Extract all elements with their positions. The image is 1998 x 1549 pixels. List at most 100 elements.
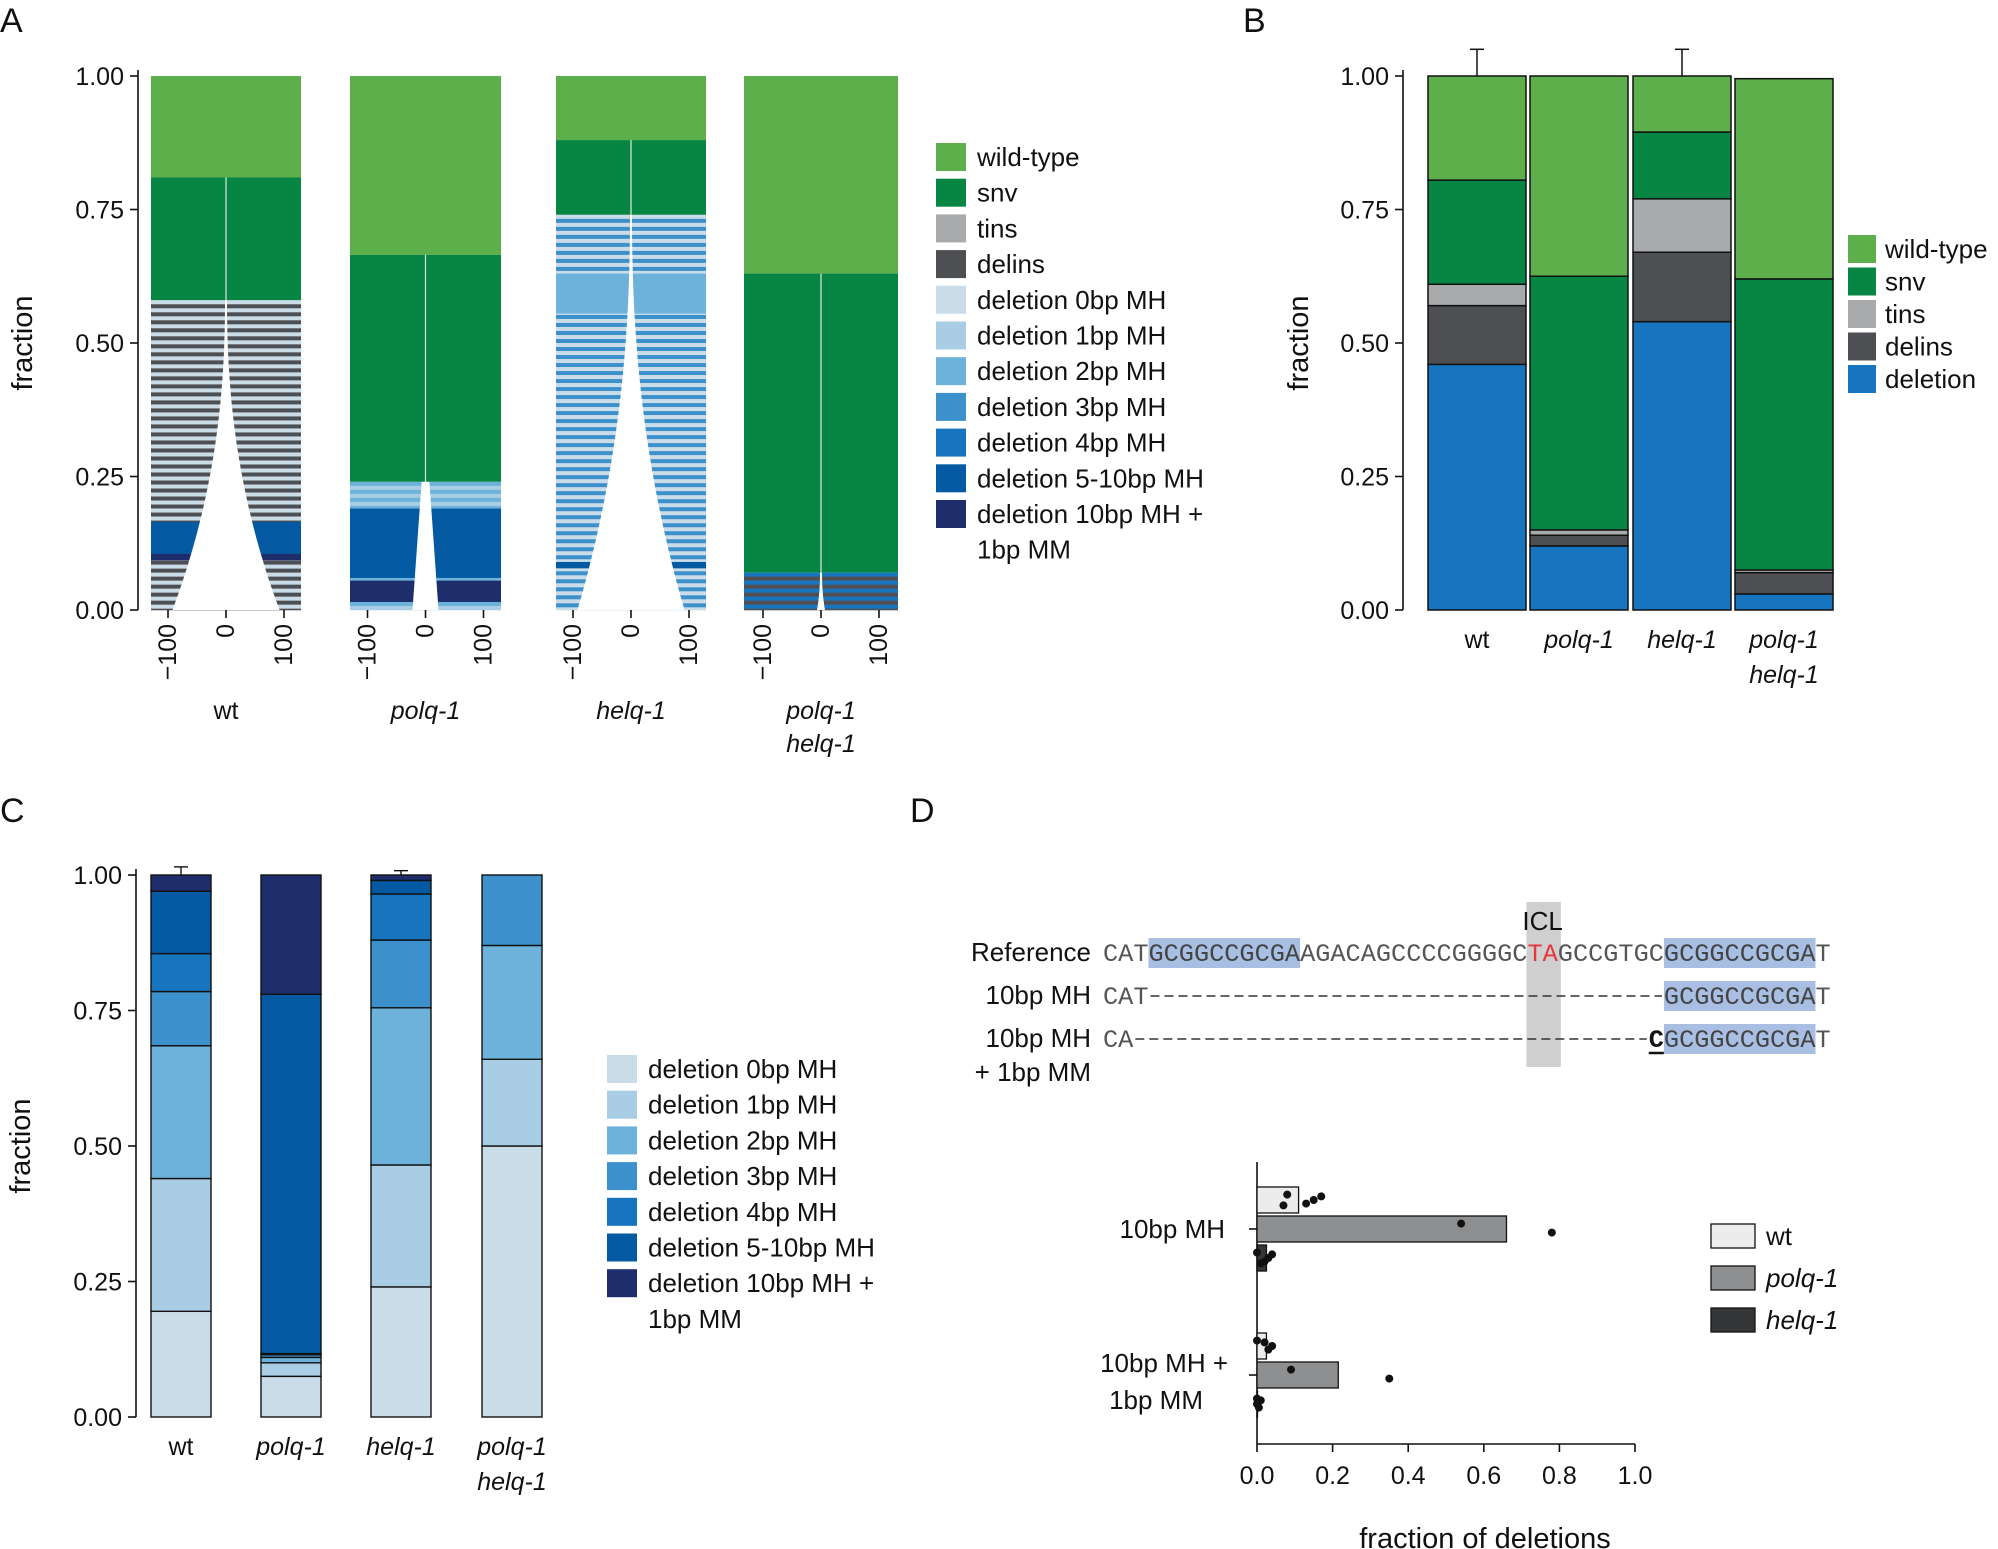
panel-a-y-tick-label: 0.00 — [75, 597, 124, 625]
panel-c-y-tick-label: 0.75 — [73, 998, 122, 1026]
panel-b-bar-segment — [1734, 571, 1834, 595]
panel-c-legend-label: deletion 3bp MH — [648, 1161, 837, 1191]
panel-d-group-label-line2: 1bp MM — [1109, 1385, 1203, 1415]
panel-a-x-tick-label: 100 — [270, 624, 298, 666]
panel-a-x-tick-label: 100 — [675, 624, 703, 666]
sequence-row: 10bp MH CAT ------------------------------… — [986, 980, 1831, 1012]
panel-c-bar-segment — [150, 1177, 212, 1313]
microhomology-highlight — [1663, 1024, 1816, 1054]
panel-c-legend-swatch — [607, 1233, 637, 1262]
sequence-row-label: Reference — [971, 937, 1091, 967]
panel-d-legend-label: helq-1 — [1766, 1305, 1838, 1335]
panel-a-legend-label: tins — [977, 213, 1017, 243]
panel-b-legend-swatch — [1848, 332, 1876, 361]
panel-a-legend-label: deletion 3bp MH — [977, 392, 1166, 422]
panel-b-bar-segment — [1427, 304, 1527, 366]
sequence-bases: AGACAGCCCCGGGGC — [1300, 940, 1527, 969]
panel-a-wild-type-block — [744, 76, 898, 274]
panel-d-x-tick-label: 0.0 — [1240, 1462, 1275, 1490]
panel-b-y-tick-label: 0.25 — [1340, 464, 1389, 492]
panel-c-bar-segment — [150, 952, 212, 993]
panel-b-legend-swatch — [1848, 235, 1876, 263]
panel-b-bar-segment — [1427, 75, 1527, 181]
panel-d-data-point — [1309, 1196, 1318, 1204]
panel-c-category-label: polq-1 — [255, 1433, 326, 1461]
panel-c-bar-segment — [481, 874, 543, 947]
panel-d-data-point — [1268, 1342, 1277, 1350]
sequence-bases: T — [1816, 1026, 1831, 1055]
panel-b-bar-segment — [1632, 320, 1732, 611]
panel-a-condition-label: helq-1 — [596, 697, 666, 725]
panel-c-legend-swatch — [607, 1126, 637, 1155]
microhomology-highlight — [1663, 981, 1816, 1011]
panel-d-data-point — [1302, 1199, 1311, 1208]
panel-d-data-point — [1279, 1201, 1288, 1210]
panel-c-bar-segment — [370, 1286, 432, 1418]
sequence-bases: GCCGTGC — [1558, 940, 1664, 969]
panel-b-bar-segment — [1427, 283, 1527, 307]
panel-a-legend-swatch — [936, 143, 966, 171]
panel-a-legend-swatch — [936, 357, 966, 386]
panel-c-bar-segment — [150, 890, 212, 955]
sequence-row-label: 10bp MH — [986, 980, 1092, 1010]
panel-a-condition-label: wt — [213, 697, 239, 725]
panel-b-bar-segment — [1632, 131, 1732, 200]
panel-a-legend-label: deletion 1bp MH — [977, 321, 1166, 351]
panel-b-bar-segment — [1632, 198, 1732, 253]
panel-c-bar-segment — [150, 874, 212, 892]
panel-b-legend-label: delins — [1885, 332, 1953, 362]
panel-c-bar-segment — [260, 874, 322, 995]
panel-c-legend-swatch — [607, 1090, 637, 1119]
panel-c-legend-label-line2: 1bp MM — [648, 1304, 742, 1334]
panel-a-legend-swatch — [936, 178, 966, 207]
panel-b-bar-segment — [1734, 77, 1834, 280]
panel-b-bar-segment — [1529, 75, 1629, 277]
panel-c-category-label: polq-1 — [476, 1433, 547, 1461]
panel-d-data-point — [1253, 1336, 1261, 1345]
panel-a-legend-swatch — [936, 428, 966, 457]
panel-a-x-tick-label: −100 — [354, 624, 382, 680]
panel-b-legend-swatch — [1848, 365, 1876, 393]
panel-b-y-tick-label: 0.00 — [1340, 597, 1389, 625]
panel-a-wild-type-block — [556, 76, 706, 141]
panel-c-bar-segment — [260, 1356, 322, 1364]
panel-c-bar-segment — [370, 939, 432, 1009]
panel-d-bar — [1256, 1186, 1300, 1214]
panel-b-y-tick-label: 1.00 — [1340, 63, 1389, 91]
panel-a-deletion-span-wedge — [412, 481, 439, 610]
panel-d-data-point — [1283, 1190, 1292, 1199]
panel-d-x-tick-label: 0.4 — [1391, 1462, 1426, 1490]
panel-d-data-point — [1457, 1219, 1466, 1228]
panel-a: A 0.00 0.25 0.50 0.75 1.00 fraction −100 0 100 wt −… — [0, 2, 1204, 758]
panel-c-legend-label: deletion 2bp MH — [648, 1125, 837, 1155]
panel-a-x-tick-label: −100 — [559, 624, 587, 680]
panel-b-bar-segment — [1632, 251, 1732, 323]
panel-d-data-point — [1385, 1374, 1394, 1383]
panel-c-bar-segment — [481, 1145, 543, 1418]
panel-b-bar-segment — [1529, 275, 1629, 531]
panel-a-x-tick-label: 100 — [470, 624, 498, 666]
panel-c-legend-swatch — [607, 1055, 637, 1083]
panel-c-bar-segment — [370, 1164, 432, 1288]
sequence-bases: CAT — [1103, 983, 1148, 1012]
panel-a-x-tick-label: 0 — [212, 624, 240, 638]
panel-c-bar-segment — [150, 1045, 212, 1180]
panel-d-x-tick-label: 1.0 — [1618, 1462, 1653, 1490]
panel-c-bar-segment — [370, 879, 432, 895]
panel-d-bar — [1256, 1332, 1268, 1360]
panel-c-y-tick-label: 1.00 — [73, 862, 122, 890]
panel-a-condition-column — [350, 76, 501, 611]
panel-d-bar — [1256, 1215, 1508, 1243]
panel-c-bar-segment — [150, 1310, 212, 1418]
panel-c-legend-label: deletion 0bp MH — [648, 1054, 837, 1084]
panel-d-data-point — [1256, 1259, 1265, 1268]
panel-a-x-tick-label: 0 — [807, 624, 835, 638]
panel-b-y-tick-label: 0.75 — [1340, 197, 1389, 225]
panel-d-x-axis-title: fraction of deletions — [1359, 1523, 1610, 1549]
microhomology-highlight — [1663, 938, 1816, 968]
panel-c-bar-segment — [481, 1058, 543, 1147]
panel-a-legend-label: delins — [977, 249, 1045, 279]
panel-a-condition-label: polq-1 — [785, 697, 856, 725]
panel-a-legend-swatch — [936, 321, 966, 350]
panel-a-legend-label: deletion 5-10bp MH — [977, 463, 1204, 493]
